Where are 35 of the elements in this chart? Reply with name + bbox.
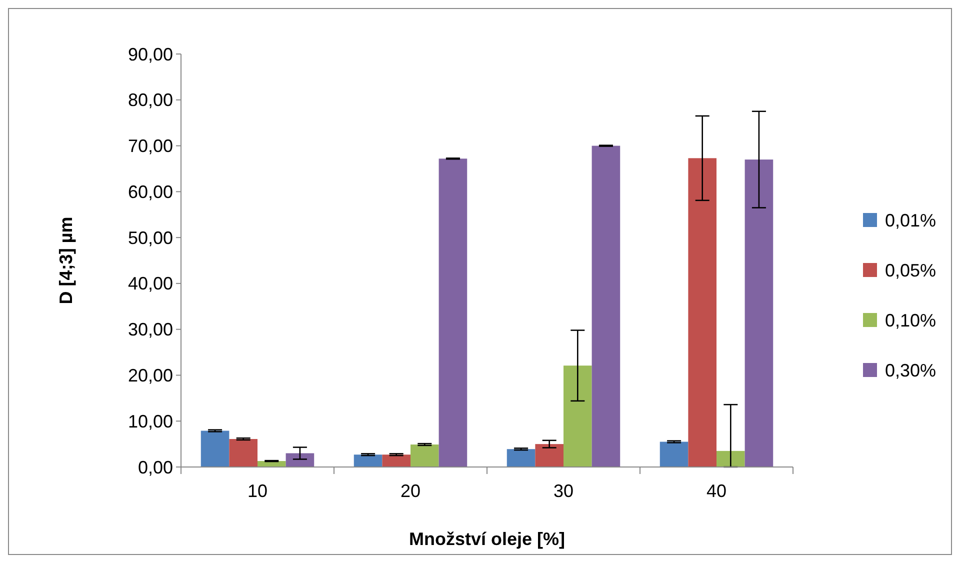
bar [382, 454, 410, 467]
x-axis-title: Množství oleje [%] [408, 529, 566, 549]
bar [438, 158, 468, 467]
y-tick-label: 50,00 [128, 228, 173, 248]
y-tick-label: 40,00 [128, 274, 173, 294]
bar [229, 439, 258, 467]
y-tick-label: 60,00 [128, 182, 173, 202]
bar [200, 430, 230, 467]
legend-label: 0,10% [885, 310, 936, 330]
legend-label: 0,01% [885, 210, 936, 230]
bar [286, 453, 314, 467]
bar [410, 444, 439, 467]
bar [688, 158, 716, 467]
bar [744, 160, 774, 467]
bar [716, 450, 745, 467]
y-tick-label: 0,00 [138, 457, 173, 478]
y-tick-label: 90,00 [128, 44, 173, 64]
bar [564, 366, 592, 467]
y-tick-label: 10,00 [128, 411, 173, 432]
x-tick-label: 10 [247, 481, 268, 501]
bar [506, 449, 536, 467]
legend-label: 0,30% [885, 360, 936, 380]
y-tick-label: 20,00 [128, 366, 173, 386]
y-tick-label: 70,00 [128, 136, 173, 156]
bar [660, 442, 688, 467]
x-tick-label: 40 [706, 481, 727, 501]
legend-label: 0,05% [885, 260, 936, 280]
y-axis-title: D [4;3] µm [56, 216, 76, 304]
bar [535, 444, 564, 467]
y-tick-label: 80,00 [128, 90, 173, 110]
y-tick-label: 30,00 [128, 320, 173, 340]
x-tick-label: 30 [553, 481, 574, 501]
bar [354, 454, 382, 467]
bar [592, 146, 620, 467]
x-tick-label: 20 [400, 481, 421, 501]
